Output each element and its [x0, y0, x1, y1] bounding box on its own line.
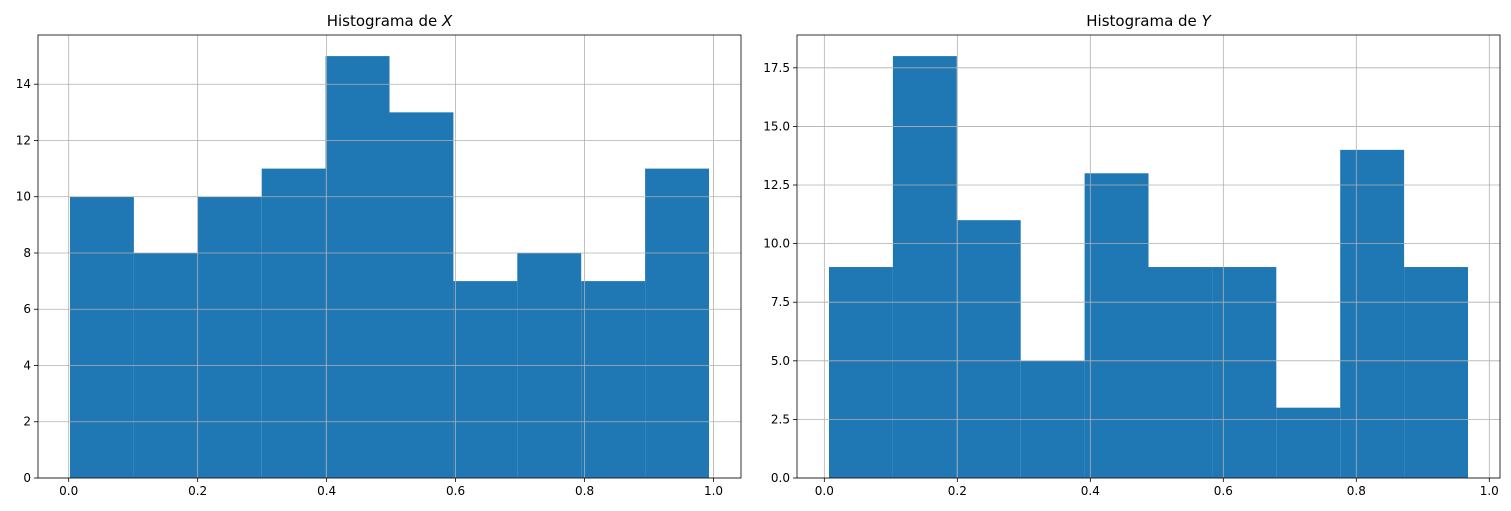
histogram-bar — [197, 196, 262, 478]
x-tick-label: 0.2 — [948, 484, 967, 498]
histogram-bar — [1404, 267, 1469, 478]
x-tick-label: 0.0 — [59, 484, 78, 498]
histogram-bar — [828, 267, 893, 478]
y-tick-label: 4 — [23, 358, 31, 372]
x-tick-label: 0.8 — [1347, 484, 1366, 498]
x-tick-label: 0.4 — [317, 484, 336, 498]
histogram-bar — [1148, 267, 1213, 478]
histogram-bar — [453, 281, 518, 478]
histogram-bar — [261, 168, 326, 478]
histogram-bar — [956, 220, 1021, 478]
x-tick-label: 0.4 — [1081, 484, 1100, 498]
y-tick-label: 12 — [16, 133, 31, 147]
axes-frame — [37, 34, 742, 479]
y-tick-label: 14 — [16, 77, 31, 91]
x-tick-label: 0.0 — [815, 484, 834, 498]
histogram-bar — [1340, 149, 1405, 478]
histogram-bar — [892, 56, 957, 478]
y-tick-label: 15.0 — [763, 119, 790, 133]
bars-y — [828, 56, 1469, 478]
y-axis-x: 0 2 4 6 8 10 12 14 — [16, 77, 38, 485]
y-axis-y: 0.0 2.5 5.0 7.5 10.0 12.5 15.0 17.5 — [763, 61, 797, 485]
y-tick-label: 17.5 — [763, 61, 790, 75]
y-tick-label: 10.0 — [763, 237, 790, 251]
y-tick-label: 8 — [23, 246, 31, 260]
x-tick-label: 0.6 — [446, 484, 465, 498]
y-tick-label: 0 — [23, 471, 31, 485]
histogram-bar — [1276, 407, 1341, 478]
chart-title-y: Histograma de Y — [1086, 12, 1212, 30]
histogram-bar — [581, 281, 646, 478]
axes-frame — [796, 34, 1501, 479]
histogram-bar — [1212, 267, 1277, 478]
x-axis-y: 0.0 0.2 0.4 0.6 0.8 1.0 — [815, 478, 1499, 498]
x-tick-label: 0.6 — [1214, 484, 1233, 498]
x-tick-label: 0.2 — [188, 484, 207, 498]
chart-title-x: Histograma de X — [327, 12, 453, 30]
y-tick-label: 6 — [23, 302, 31, 316]
histogram-bar — [1084, 173, 1149, 478]
histogram-bar — [389, 112, 454, 478]
histogram-bar — [645, 168, 710, 478]
y-tick-label: 10 — [16, 190, 31, 204]
histogram-bar — [325, 56, 390, 478]
x-tick-label: 0.8 — [575, 484, 594, 498]
histogram-bar — [69, 196, 134, 478]
y-tick-label: 0.0 — [771, 471, 790, 485]
y-tick-label: 7.5 — [771, 295, 790, 309]
histogram-y-panel: Histograma de Y 0.0 0.2 0.4 0.6 0.8 1.0 0.0 2.5… — [763, 12, 1501, 498]
bars-x — [69, 56, 710, 478]
x-tick-label: 1.0 — [704, 484, 723, 498]
y-tick-label: 2.5 — [771, 412, 790, 426]
y-tick-label: 2 — [23, 415, 31, 429]
x-tick-label: 1.0 — [1480, 484, 1499, 498]
histogram-x-panel: Histograma de X 0.0 0.2 0.4 0.6 0.8 1.0 0 2 4 6 8 1… — [16, 12, 742, 498]
y-tick-label: 5.0 — [771, 354, 790, 368]
x-axis-x: 0.0 0.2 0.4 0.6 0.8 1.0 — [59, 478, 723, 498]
y-tick-label: 12.5 — [763, 178, 790, 192]
